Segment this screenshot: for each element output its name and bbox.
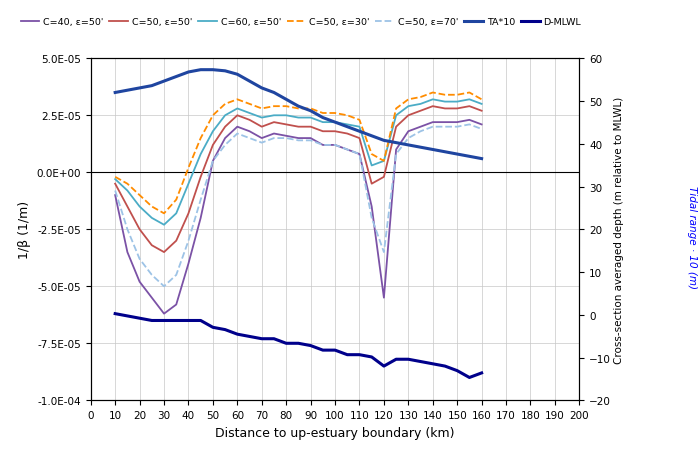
X-axis label: Distance to up-estuary boundary (km): Distance to up-estuary boundary (km)	[215, 425, 455, 439]
Legend: C=40, ε=50', C=50, ε=50', C=60, ε=50', C=50, ε=30', C=50, ε=70', TA*10, D-MLWL: C=40, ε=50', C=50, ε=50', C=60, ε=50', C…	[17, 15, 585, 31]
Y-axis label: 1/β (1/m): 1/β (1/m)	[18, 201, 31, 259]
Y-axis label: Cross-section averaged depth (m relative to MLWL): Cross-section averaged depth (m relative…	[614, 96, 624, 363]
Text: Tidal range · 10 (m): Tidal range · 10 (m)	[687, 185, 697, 288]
